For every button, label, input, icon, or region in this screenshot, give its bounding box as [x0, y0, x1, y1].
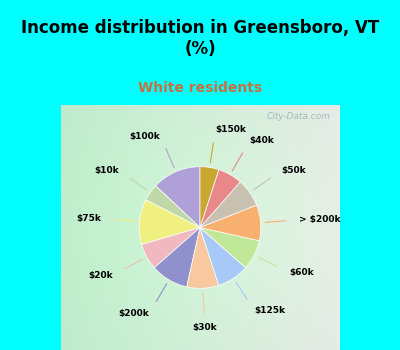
- Wedge shape: [142, 228, 200, 268]
- Text: $50k: $50k: [282, 166, 306, 175]
- Wedge shape: [200, 182, 256, 228]
- Text: City-Data.com: City-Data.com: [267, 112, 331, 121]
- Text: > $200k: > $200k: [299, 215, 341, 224]
- Wedge shape: [156, 167, 200, 228]
- Text: White residents: White residents: [138, 80, 262, 94]
- Wedge shape: [200, 205, 261, 241]
- Text: $60k: $60k: [289, 268, 314, 277]
- Wedge shape: [154, 228, 200, 287]
- Wedge shape: [187, 228, 219, 288]
- Text: $10k: $10k: [94, 166, 118, 175]
- Wedge shape: [200, 228, 259, 268]
- Wedge shape: [139, 200, 200, 244]
- Text: $150k: $150k: [216, 125, 246, 134]
- Wedge shape: [146, 186, 200, 228]
- Wedge shape: [200, 167, 219, 228]
- Text: $125k: $125k: [255, 306, 286, 315]
- Text: $75k: $75k: [76, 214, 101, 223]
- Text: $100k: $100k: [130, 132, 160, 140]
- Text: $20k: $20k: [88, 271, 113, 280]
- Wedge shape: [200, 170, 240, 228]
- Text: $40k: $40k: [249, 136, 274, 145]
- Text: $200k: $200k: [118, 309, 149, 318]
- Text: Income distribution in Greensboro, VT
(%): Income distribution in Greensboro, VT (%…: [21, 19, 379, 58]
- Wedge shape: [200, 228, 246, 285]
- Text: $30k: $30k: [192, 323, 217, 331]
